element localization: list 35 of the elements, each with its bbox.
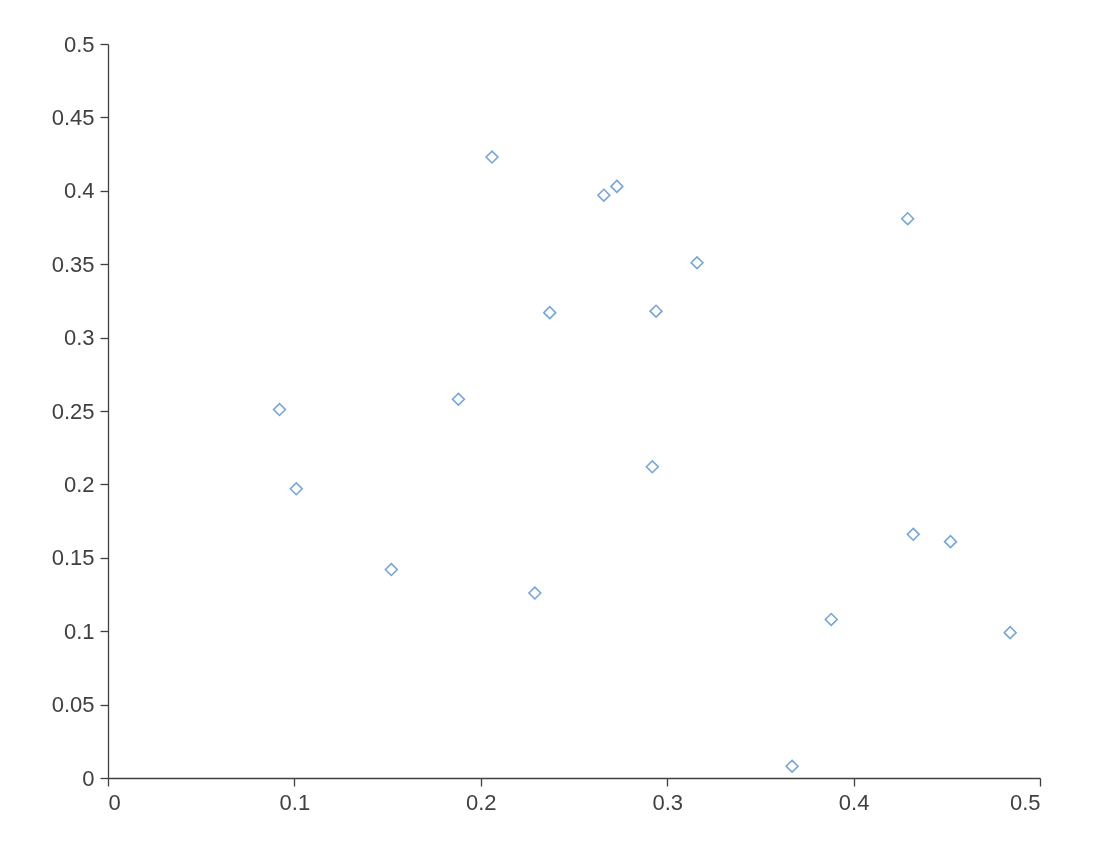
y-tick-label: 0.35 bbox=[51, 251, 95, 277]
x-tick-label: 0.3 bbox=[652, 789, 683, 815]
point bbox=[272, 402, 287, 417]
y-tick-label: 0.5 bbox=[63, 31, 95, 57]
y-tick-label: 0.2 bbox=[63, 471, 95, 497]
point bbox=[597, 188, 611, 202]
y-tick-label: 0 bbox=[82, 765, 95, 791]
point bbox=[384, 562, 399, 577]
point bbox=[610, 179, 624, 194]
y-tick-label: 0.15 bbox=[51, 545, 95, 571]
x-tick-label: 0.5 bbox=[1009, 789, 1041, 815]
point bbox=[785, 759, 799, 773]
point bbox=[451, 392, 466, 406]
point bbox=[645, 460, 659, 474]
point bbox=[528, 586, 542, 600]
x-tick-label: 0.2 bbox=[466, 789, 497, 815]
point bbox=[543, 305, 557, 320]
x-tick-label: 0.1 bbox=[279, 789, 311, 815]
point bbox=[1003, 625, 1017, 640]
y-tick-label: 0.4 bbox=[63, 178, 95, 204]
y-tick-label: 0.1 bbox=[63, 618, 95, 644]
point bbox=[485, 150, 499, 164]
point bbox=[900, 211, 915, 226]
point bbox=[824, 612, 838, 627]
y-tick-label: 0.25 bbox=[51, 398, 95, 424]
y-tick-label: 0.45 bbox=[51, 104, 95, 130]
x-tick-label: 0.4 bbox=[838, 789, 870, 815]
point bbox=[906, 527, 920, 542]
x-tick-label: 0 bbox=[108, 789, 121, 815]
y-tick-label: 0.05 bbox=[51, 692, 95, 718]
y-tick-label: 0.3 bbox=[63, 325, 95, 351]
point bbox=[289, 482, 303, 496]
point bbox=[943, 534, 958, 549]
point bbox=[690, 256, 704, 270]
point bbox=[649, 304, 663, 318]
